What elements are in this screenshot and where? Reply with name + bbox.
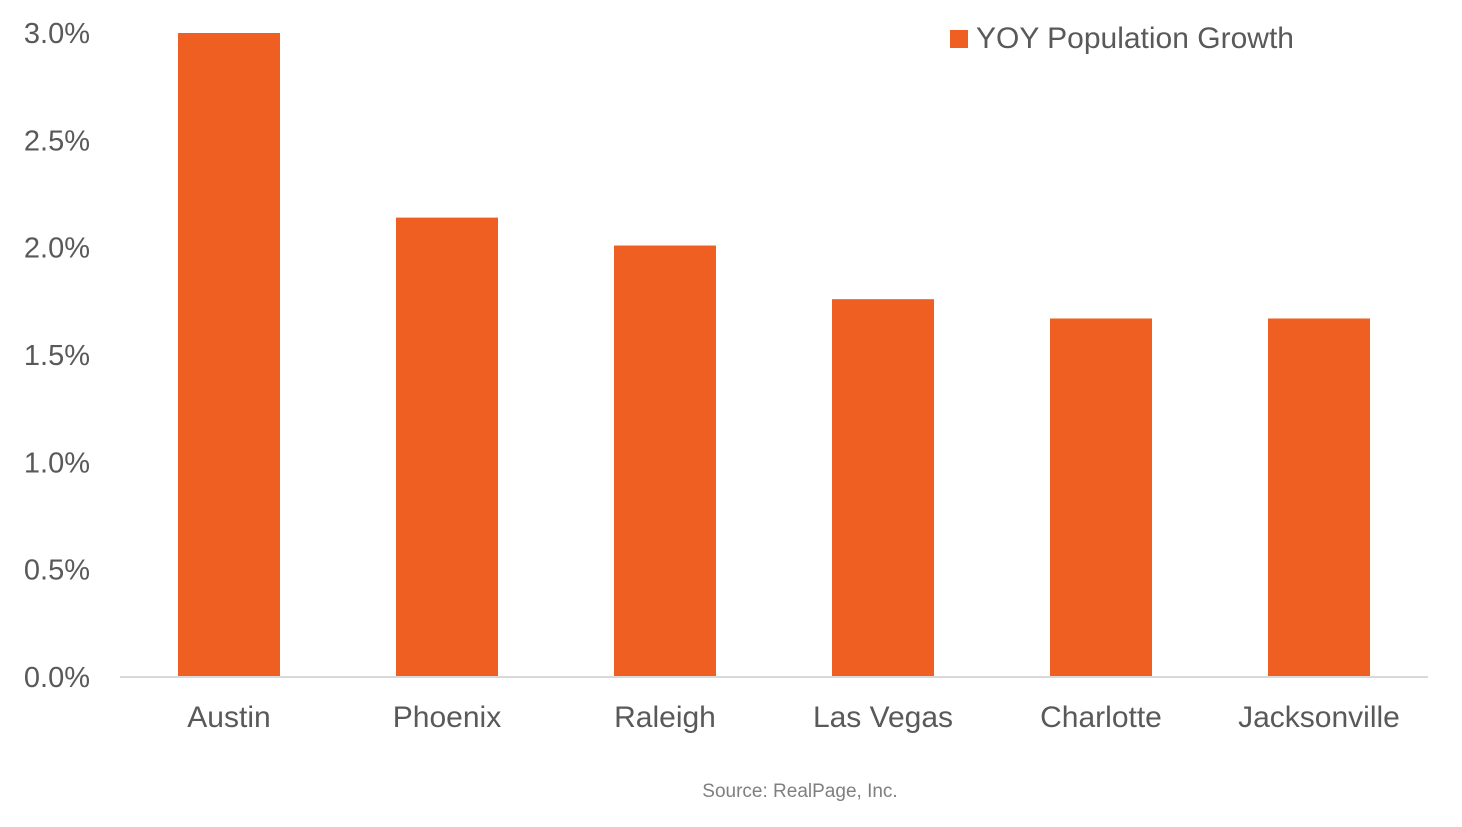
x-tick-label: Austin	[187, 701, 270, 734]
bar-las-vegas	[832, 299, 934, 677]
legend: YOY Population Growth	[950, 22, 1294, 55]
y-tick-label: 0.5%	[24, 555, 90, 587]
x-tick-label: Las Vegas	[813, 701, 953, 734]
y-axis-ticks: 0.0% 0.5% 1.0% 1.5% 2.0% 2.5% 3.0%	[24, 18, 90, 694]
bar-phoenix	[396, 217, 498, 677]
bar-raleigh	[614, 245, 716, 677]
y-tick-label: 1.0%	[24, 447, 90, 479]
x-tick-label: Jacksonville	[1238, 701, 1400, 734]
bar-jacksonville	[1268, 318, 1370, 677]
legend-label: YOY Population Growth	[976, 22, 1294, 55]
bars	[178, 33, 1370, 677]
bar-charlotte	[1050, 318, 1152, 677]
legend-swatch	[950, 30, 968, 48]
bar-austin	[178, 33, 280, 677]
y-tick-label: 3.0%	[24, 18, 90, 50]
x-axis-ticks: Austin Phoenix Raleigh Las Vegas Charlotte Ja…	[187, 701, 1400, 734]
y-tick-label: 0.0%	[24, 662, 90, 694]
y-tick-label: 1.5%	[24, 340, 90, 372]
y-tick-label: 2.5%	[24, 125, 90, 157]
x-tick-label: Charlotte	[1040, 701, 1162, 734]
y-tick-label: 2.0%	[24, 233, 90, 265]
x-tick-label: Raleigh	[614, 701, 716, 734]
x-tick-label: Phoenix	[393, 701, 501, 734]
source-note: Source: RealPage, Inc.	[702, 781, 897, 802]
